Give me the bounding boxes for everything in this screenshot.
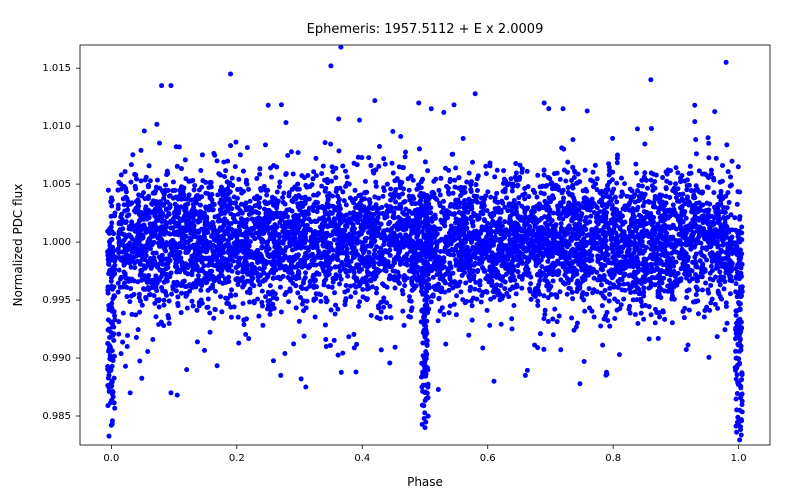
phase-flux-chart: 0.0 0.2 0.4 0.6 0.8 1.0 0.985 0.990 0.995 1.000 1.… <box>0 0 800 500</box>
svg-text:0.985: 0.985 <box>42 411 71 422</box>
svg-text:1.0: 1.0 <box>731 453 747 464</box>
chart-title: Ephemeris: 1957.5112 + E x 2.0009 <box>307 22 544 37</box>
svg-text:0.0: 0.0 <box>103 453 119 464</box>
svg-text:0.990: 0.990 <box>42 353 71 364</box>
scatter-points <box>105 32 745 442</box>
svg-text:1.000: 1.000 <box>42 237 71 248</box>
svg-text:0.2: 0.2 <box>229 453 245 464</box>
svg-text:0.6: 0.6 <box>480 453 496 464</box>
svg-text:1.015: 1.015 <box>42 63 71 74</box>
chart-svg: 0.0 0.2 0.4 0.6 0.8 1.0 0.985 0.990 0.995 1.000 1.… <box>0 0 800 500</box>
svg-text:1.010: 1.010 <box>42 121 71 132</box>
y-axis-label: Normalized PDC flux <box>11 184 25 307</box>
svg-text:0.995: 0.995 <box>42 295 71 306</box>
x-axis-label: Phase <box>407 475 443 489</box>
svg-text:0.4: 0.4 <box>354 453 370 464</box>
svg-text:0.8: 0.8 <box>605 453 621 464</box>
svg-text:1.005: 1.005 <box>42 179 71 190</box>
